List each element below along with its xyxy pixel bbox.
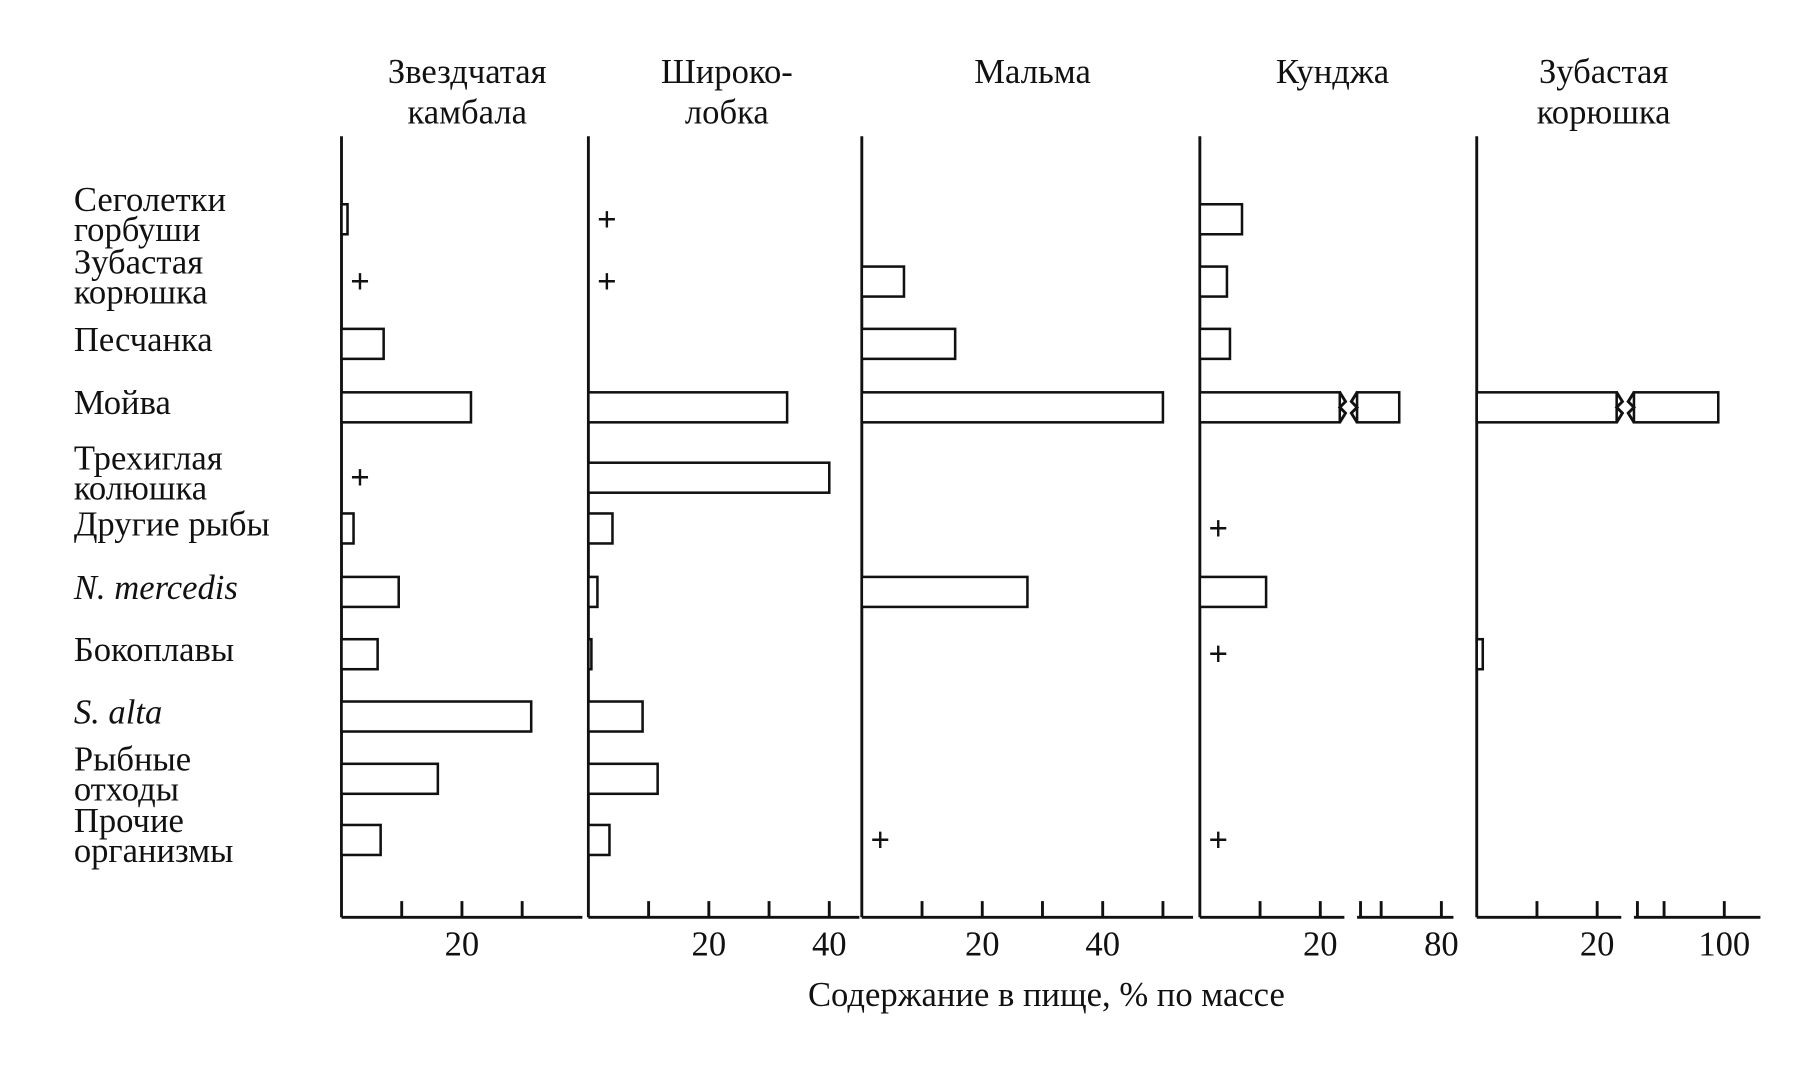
x-tick-label: 20 <box>692 925 727 963</box>
bar <box>340 637 379 671</box>
category-line: Песчанка <box>74 321 213 359</box>
category-line: Зубастая <box>74 243 203 281</box>
bar <box>1198 575 1268 609</box>
bar <box>340 575 400 609</box>
bar <box>860 391 1165 424</box>
bar <box>860 265 906 298</box>
value-label: + <box>350 263 370 301</box>
x-axis-label: Содержание в пище, % по массе <box>808 976 1285 1014</box>
value-label: + <box>1208 821 1228 859</box>
bar <box>587 637 593 671</box>
category-line: Другие рыбы <box>74 505 270 543</box>
bar-break <box>1337 391 1360 424</box>
category-line: Мойва <box>74 384 171 422</box>
category-label: Бокоплавы <box>74 631 234 669</box>
value-label: + <box>350 459 370 497</box>
category-line: корюшка <box>74 273 208 311</box>
category-label: S. alta <box>74 693 162 731</box>
panel-title: Широко-лобка <box>661 53 793 131</box>
bar <box>587 700 644 733</box>
bar <box>340 327 385 361</box>
panel-title: Зубастая корюшка <box>1537 53 1671 131</box>
bar <box>340 391 473 424</box>
category-line: Рыбные <box>74 741 191 779</box>
bar <box>340 823 382 857</box>
category-line: Сеголетки <box>74 181 226 219</box>
panel-title-line: камбала <box>408 94 527 132</box>
x-tick-label: 20 <box>1303 925 1338 963</box>
bar <box>1355 391 1401 424</box>
x-tick-label: 20 <box>1580 925 1615 963</box>
panel-title: Мальма <box>974 53 1091 91</box>
value-label: + <box>597 201 617 239</box>
x-tick-label: 20 <box>965 925 1000 963</box>
panel-title-line: корюшка <box>1537 94 1671 132</box>
category-label: Песчанка <box>74 321 213 359</box>
category-line: колюшка <box>74 470 207 508</box>
bar <box>1198 391 1342 424</box>
bar <box>1475 391 1618 424</box>
bar-break <box>1614 391 1637 424</box>
bar <box>340 700 533 733</box>
bar <box>1198 265 1229 298</box>
category-line: Бокоплавы <box>74 631 234 669</box>
panel-title-line: Широко- <box>661 53 793 91</box>
x-tick-label: 40 <box>1085 925 1120 963</box>
bar <box>1198 203 1244 236</box>
bar <box>587 512 614 545</box>
x-tick-label: 100 <box>1698 925 1750 963</box>
category-label: Трехиглая колюшка <box>74 440 223 508</box>
bar <box>587 391 789 424</box>
x-tick-label: 80 <box>1424 925 1459 963</box>
panel-title-line: Зубастая <box>1539 53 1668 91</box>
category-label: Зубастая корюшка <box>74 243 208 311</box>
panel-title-line: лобка <box>685 94 769 132</box>
bar <box>1475 637 1485 671</box>
bar <box>587 575 599 609</box>
category-label: Рыбные отходы <box>74 741 191 809</box>
bar <box>860 575 1029 609</box>
category-label: Прочие организмы <box>74 802 234 870</box>
bar <box>340 762 440 796</box>
category-line: организмы <box>74 832 234 870</box>
bar <box>340 512 355 545</box>
category-label: Сеголетки горбуши <box>74 181 226 249</box>
bar <box>587 823 611 857</box>
value-label: + <box>1208 636 1228 674</box>
panel-title-line: Кунджа <box>1276 53 1389 91</box>
category-line: отходы <box>74 771 179 809</box>
panel-title: Кунджа <box>1276 53 1389 91</box>
panel-title: Звездчатая камбала <box>388 53 547 131</box>
panel-title-line: Звездчатая <box>388 53 547 91</box>
value-label: + <box>597 263 617 301</box>
x-tick-label: 20 <box>445 925 480 963</box>
bar <box>1198 327 1232 361</box>
category-line: N. mercedis <box>73 569 238 607</box>
panel-title-line: Мальма <box>974 53 1091 91</box>
category-line: Трехиглая <box>74 440 223 478</box>
bar <box>1632 391 1720 424</box>
value-label: + <box>1208 510 1228 548</box>
category-label: Другие рыбы <box>74 505 270 543</box>
value-label: + <box>870 821 890 859</box>
category-label: N. mercedis <box>73 569 238 607</box>
bar <box>340 203 349 236</box>
category-line: S. alta <box>74 693 162 731</box>
x-tick-label: 40 <box>812 925 847 963</box>
bar <box>587 461 831 494</box>
category-label: Мойва <box>74 384 171 422</box>
category-line: горбуши <box>74 211 201 249</box>
bar <box>587 762 659 796</box>
category-line: Прочие <box>74 802 184 840</box>
bar <box>860 327 957 361</box>
